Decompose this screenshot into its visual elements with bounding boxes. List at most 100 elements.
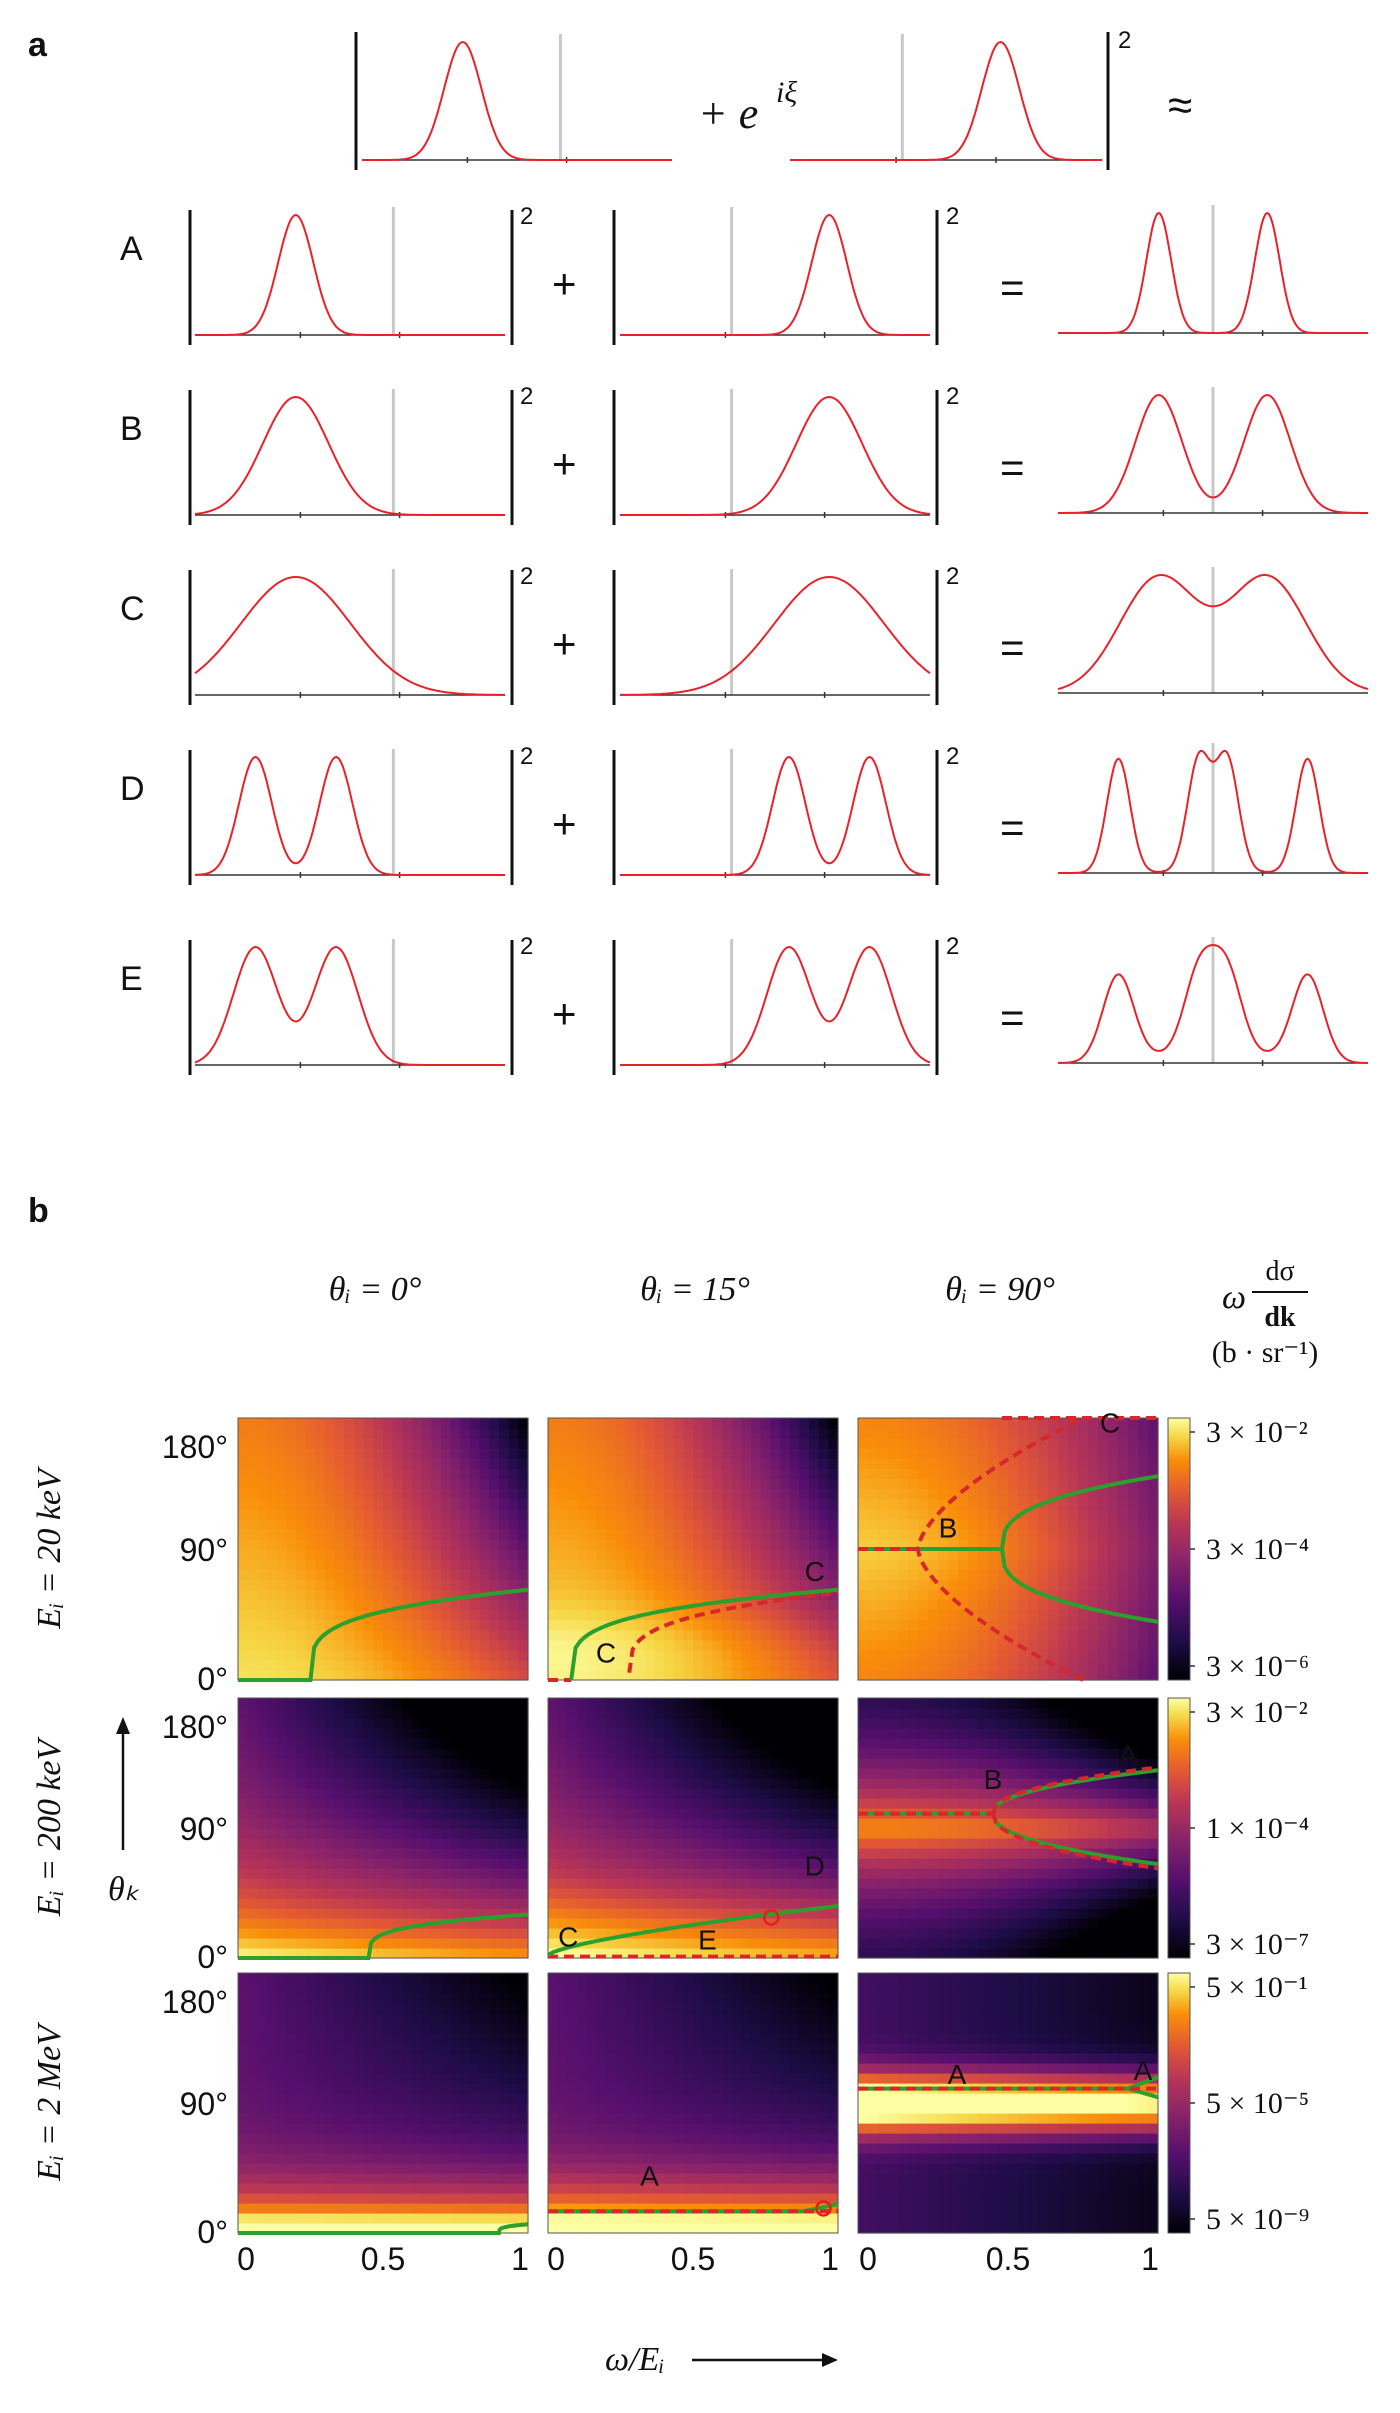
column-title-2: θᵢ = 90° [945,1271,1055,1308]
row-title-0: Eᵢ = 20 keV [31,1465,68,1630]
annotation-r2-c2-1: A [1134,2055,1153,2086]
colorbar-1-label-0: 3 × 10⁻² [1206,1696,1308,1729]
x-tick-c1-2: 1 [821,2241,839,2277]
row-A-right [620,207,930,338]
row-C-right-curve [620,575,931,696]
annotation-r2-c1-0: A [640,2160,659,2191]
row-D: D 2 +2 = [120,743,1368,885]
annotation-r0-c1-0: C [805,1556,825,1587]
row-E-left [194,939,505,1068]
colorbar-2-label-1: 5 × 10⁻⁵ [1206,2087,1309,2120]
row-D-plus: + [552,800,577,847]
heatmap-r2-c1: A [547,1972,839,2234]
row-D-power-right: 2 [946,743,959,770]
row-B-left [194,389,505,518]
row-D-equals: = [1000,804,1025,851]
row-C-equals: = [1000,624,1025,671]
column-title-0: θᵢ = 0° [329,1271,422,1308]
y-tick-2-2: 180° [162,1984,228,2020]
annotation-r1-c2-1: A [1119,1739,1138,1770]
colorbar-0-label-2: 3 × 10⁻⁶ [1206,1650,1309,1683]
row-C-left-curve [194,575,505,696]
header-left-wavepacket [362,34,672,163]
row-title-1: Eᵢ = 200 keV [31,1736,68,1918]
row-C-left [194,569,505,698]
header-approx: ≈ [1168,81,1192,130]
x-tick-c2-1: 0.5 [986,2241,1030,2277]
x-tick-c2-0: 0 [859,2241,877,2277]
header-left-plot-curve [362,40,672,161]
row-D-sum [1058,743,1368,876]
row-D-right [620,749,931,878]
colorbar-0-label-1: 3 × 10⁻⁴ [1206,1533,1309,1566]
row-C-power-left: 2 [520,563,533,590]
row-C-sum-curve [1057,574,1369,691]
dashed-branch [915,1416,1084,1682]
row-B-power-right: 2 [946,383,959,410]
row-label-D: D [120,770,145,808]
row-D-right-curve [620,755,931,876]
marker-circle [763,1909,780,1926]
y-tick-1-1: 90° [180,1811,228,1847]
heatmap-r2-c0 [237,1972,529,2235]
row-E-right-curve [620,945,931,1066]
annotation-r2-c2-0: A [948,2059,967,2090]
dashed-branch [627,1590,839,1673]
y-tick-1-0: 0° [197,1939,228,1975]
header-right-plot-curve [790,40,1102,161]
column-title-1: θᵢ = 15° [640,1271,750,1308]
row-D-sum-curve [1058,750,1368,874]
row-E-right [620,939,931,1068]
row-A-power-right: 2 [946,203,959,230]
row-B-sum [1058,387,1368,516]
green-lower [1000,1548,1159,1624]
header-phase-exponent: iξ [776,76,797,109]
row-A-right-curve [620,213,930,336]
row-C-power-right: 2 [946,563,959,590]
heatmap-grid: Eᵢ = 20 keV 0° 90° 180° CC B C 3 × 10⁻² 3 × 10⁻⁴… [31,1408,1309,2277]
row-B: B 2 +2 = [120,383,1368,525]
row-E-equals: = [1000,994,1025,1041]
annotation-r1-c1-1: C [558,1921,578,1952]
panel-a-header: + e iξ 2 ≈ [354,27,1192,170]
panel-b-label: b [28,1192,49,1230]
colorbar-2 [1167,1972,1191,2234]
x-tick-c0-2: 1 [511,2241,529,2277]
annotation-r0-c2-0: B [939,1512,958,1543]
x-tick-c1-0: 0 [547,2241,565,2277]
row-A-plus: + [552,260,577,307]
header-right-wavepacket [790,34,1102,163]
row-A-left [195,207,505,338]
green-upper [1000,1474,1159,1550]
y-tick-2-0: 0° [197,2214,228,2250]
heatmap-r1-c0 [237,1697,529,1960]
colorbar-title-omega: ω [1222,1279,1246,1316]
colorbar-1 [1167,1697,1191,1959]
x-tick-c0-0: 0 [237,2241,255,2277]
dashed-lower [991,1812,1159,1871]
row-B-power-left: 2 [520,383,533,410]
green-branch [238,1587,529,1682]
annotation-r1-c1-2: E [698,1924,717,1955]
row-A-sum [1058,205,1368,336]
row-B-left-curve [194,395,505,516]
heatmap-r0-c1: CC [547,1417,839,1682]
row-B-right [620,389,931,518]
header-left-plot [362,34,672,163]
colorbar-1-label-2: 3 × 10⁻⁷ [1206,1928,1309,1961]
row-C: C 2 +2 = [120,563,1369,705]
heatmap-r1-c1: D C E [546,1697,839,1959]
marker-circle [815,2200,832,2217]
row-E-sum [1057,937,1369,1066]
y-axis-arrow-head [116,1717,130,1734]
green-branch [546,1904,839,1957]
colorbar-2-label-0: 5 × 10⁻¹ [1206,1971,1308,2004]
row-D-left-curve [194,755,505,876]
colorbar-title-unit: (b · sr⁻¹) [1212,1336,1318,1369]
x-axis-arrow-head [822,2353,838,2367]
colorbar-title-den: dk [1264,1302,1296,1333]
row-B-right-curve [620,395,931,516]
x-tick-c1-1: 0.5 [671,2241,715,2277]
